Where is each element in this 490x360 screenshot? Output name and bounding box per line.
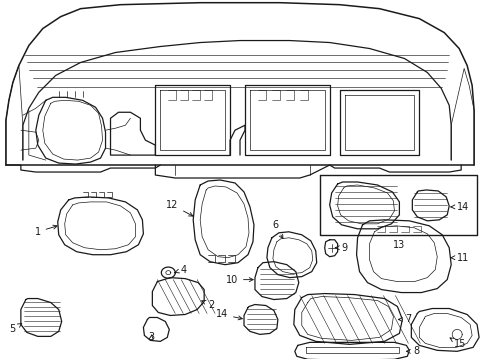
Text: 11: 11 — [451, 253, 469, 263]
Text: 12: 12 — [166, 200, 193, 216]
Text: 6: 6 — [272, 220, 283, 238]
Text: 10: 10 — [226, 275, 253, 285]
Text: 15: 15 — [450, 338, 466, 349]
Text: 4: 4 — [175, 265, 186, 275]
Text: 3: 3 — [148, 332, 154, 342]
Text: 5: 5 — [10, 324, 22, 334]
Text: 13: 13 — [393, 240, 406, 250]
Text: 14: 14 — [451, 202, 469, 212]
Text: 1: 1 — [35, 225, 57, 237]
Text: 8: 8 — [406, 346, 419, 356]
Text: 9: 9 — [336, 243, 348, 253]
Text: 2: 2 — [202, 300, 215, 310]
Text: 14: 14 — [216, 310, 242, 320]
Text: 7: 7 — [398, 314, 412, 324]
